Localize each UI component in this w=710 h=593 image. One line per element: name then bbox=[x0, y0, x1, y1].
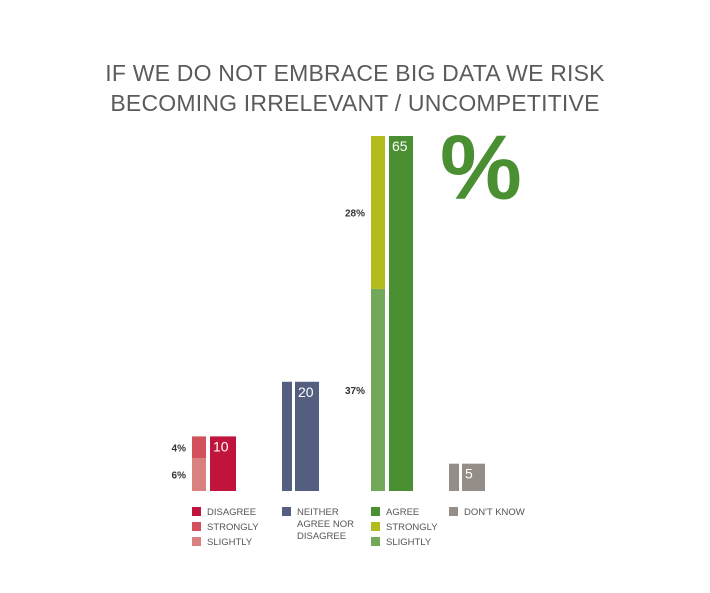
bar-disagree-total bbox=[210, 436, 236, 491]
part-label-agree-strongly: 28% bbox=[345, 208, 365, 219]
bar-neither-agree-nor-disagree-left bbox=[282, 381, 292, 491]
value-label-neither-agree-nor-disagree: 20 bbox=[298, 384, 314, 400]
chart-title-line-1: IF WE DO NOT EMBRACE BIG DATA WE RISK bbox=[105, 60, 605, 86]
part-label-agree-slightly: 37% bbox=[345, 386, 365, 397]
bar-neither-agree-nor-disagree-total bbox=[295, 381, 319, 491]
legend-label-agree-2: SLIGHTLY bbox=[386, 537, 432, 548]
legend-label-disagree-2: SLIGHTLY bbox=[207, 537, 253, 548]
chart-title: IF WE DO NOT EMBRACE BIG DATA WE RISK BE… bbox=[0, 58, 710, 118]
legend-label-agree-0: AGREE bbox=[386, 507, 419, 518]
legend-label-disagree-1: STRONGLY bbox=[207, 522, 259, 533]
legend-label-disagree-0: DISAGREE bbox=[207, 507, 256, 518]
bar-agree-total bbox=[389, 136, 413, 491]
legend-swatch-neither-agree-nor-disagree-0 bbox=[282, 507, 291, 516]
bar-disagree-slightly bbox=[192, 458, 206, 491]
part-label-disagree-strongly: 4% bbox=[172, 443, 187, 454]
legend-swatch-agree-2 bbox=[371, 537, 380, 546]
value-label-don-t-know: 5 bbox=[465, 466, 473, 482]
bar-agree-slightly bbox=[371, 288, 385, 491]
legend-swatch-agree-0 bbox=[371, 507, 380, 516]
value-label-disagree: 10 bbox=[213, 438, 229, 454]
legend-label-neither-agree-nor-disagree-0-line-1: AGREE NOR bbox=[297, 519, 354, 530]
bar-agree-strongly bbox=[371, 136, 385, 289]
bar-don-t-know-left bbox=[449, 463, 459, 491]
legend-swatch-disagree-0 bbox=[192, 507, 201, 516]
bar-disagree-strongly bbox=[192, 436, 206, 459]
part-label-disagree-slightly: 6% bbox=[172, 471, 187, 482]
legend-swatch-disagree-2 bbox=[192, 537, 201, 546]
percent-symbol: % bbox=[440, 117, 522, 219]
legend-label-agree-1: STRONGLY bbox=[386, 522, 438, 533]
legend-label-neither-agree-nor-disagree-0-line-0: NEITHER bbox=[297, 507, 339, 518]
legend-swatch-don-t-know-0 bbox=[449, 507, 458, 516]
bar-don-t-know-total bbox=[462, 463, 485, 491]
value-label-agree: 65 bbox=[392, 138, 408, 154]
legend-swatch-agree-1 bbox=[371, 522, 380, 531]
legend-swatch-disagree-1 bbox=[192, 522, 201, 531]
chart-title-line-2: BECOMING IRRELEVANT / UNCOMPETITIVE bbox=[110, 90, 600, 116]
legend-label-don-t-know-0: DON'T KNOW bbox=[464, 507, 525, 518]
legend-label-neither-agree-nor-disagree-0-line-2: DISAGREE bbox=[297, 531, 346, 542]
